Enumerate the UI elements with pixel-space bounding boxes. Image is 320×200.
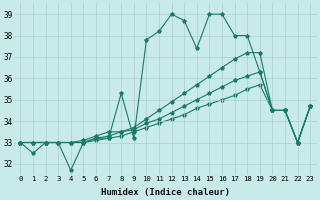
X-axis label: Humidex (Indice chaleur): Humidex (Indice chaleur)	[101, 188, 230, 197]
